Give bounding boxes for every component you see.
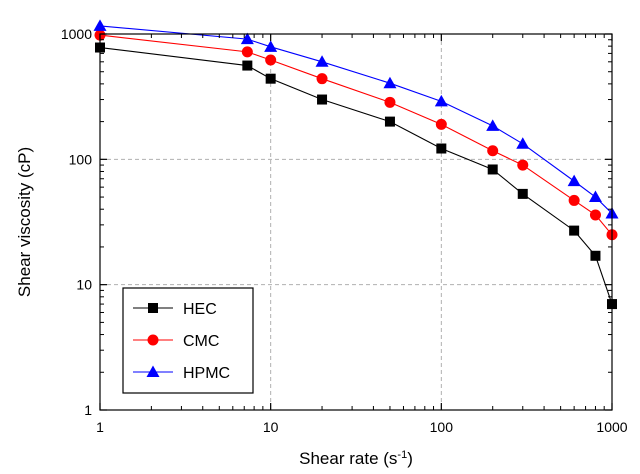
legend-box xyxy=(122,287,254,394)
data-point-hpmc xyxy=(567,174,581,187)
series-layer xyxy=(93,19,619,310)
series-hpmc xyxy=(93,19,619,219)
grid-lines xyxy=(100,34,612,410)
legend-marker-hec xyxy=(148,303,158,313)
data-point-hec xyxy=(436,143,447,154)
plot-frame xyxy=(99,33,613,411)
data-point-hpmc xyxy=(434,94,448,107)
data-point-hpmc xyxy=(240,32,254,45)
data-point-cmc xyxy=(487,145,499,157)
axis-ticks: 1 10 100 1000 1 10 100 1000 xyxy=(61,26,628,435)
data-point-hpmc xyxy=(383,76,397,89)
data-point-hec xyxy=(487,164,498,175)
data-point-hec xyxy=(569,225,580,236)
x-tick-label: 100 xyxy=(430,419,454,435)
data-point-cmc xyxy=(589,209,601,221)
legend-marker-cmc xyxy=(147,334,159,346)
series-line-hpmc xyxy=(99,25,613,214)
data-point-hec xyxy=(384,116,395,127)
data-point-cmc xyxy=(384,96,396,108)
data-point-hpmc xyxy=(315,55,329,67)
series-cmc xyxy=(94,29,618,241)
data-point-cmc xyxy=(265,54,277,66)
data-point-hpmc xyxy=(486,119,500,131)
data-point-hpmc xyxy=(264,40,278,52)
data-point-cmc xyxy=(517,159,529,171)
x-tick-label: 10 xyxy=(263,419,279,435)
data-point-cmc xyxy=(316,73,328,85)
x-tick-label: 1000 xyxy=(596,419,627,435)
data-point-hec xyxy=(265,73,276,84)
y-tick-label: 1 xyxy=(84,402,92,418)
x-axis-title: Shear rate (s-1) xyxy=(299,449,413,468)
data-point-cmc xyxy=(435,118,447,130)
y-tick-label: 100 xyxy=(69,151,93,167)
data-point-cmc xyxy=(568,194,580,206)
data-point-hec xyxy=(517,188,528,199)
data-point-cmc xyxy=(241,46,253,58)
data-point-hec xyxy=(242,60,253,71)
legend-label-hec: HEC xyxy=(183,301,217,318)
data-point-hec xyxy=(317,94,328,105)
y-tick-label: 1000 xyxy=(61,26,92,42)
y-axis-title: Shear viscosity (cP) xyxy=(15,147,34,297)
legend-marker-hpmc xyxy=(146,365,160,377)
legend-label-hpmc: HPMC xyxy=(183,365,230,382)
data-point-hpmc xyxy=(516,137,530,149)
y-tick-label: 10 xyxy=(76,277,92,293)
legend-label-cmc: CMC xyxy=(183,333,219,350)
data-point-hpmc xyxy=(93,19,107,31)
series-line-hec xyxy=(99,46,613,305)
data-point-hpmc xyxy=(588,190,602,203)
series-line-cmc xyxy=(99,34,613,236)
data-point-hec xyxy=(590,250,601,261)
x-tick-label: 1 xyxy=(96,419,104,435)
legend: HEC CMC HPMC xyxy=(122,287,254,394)
